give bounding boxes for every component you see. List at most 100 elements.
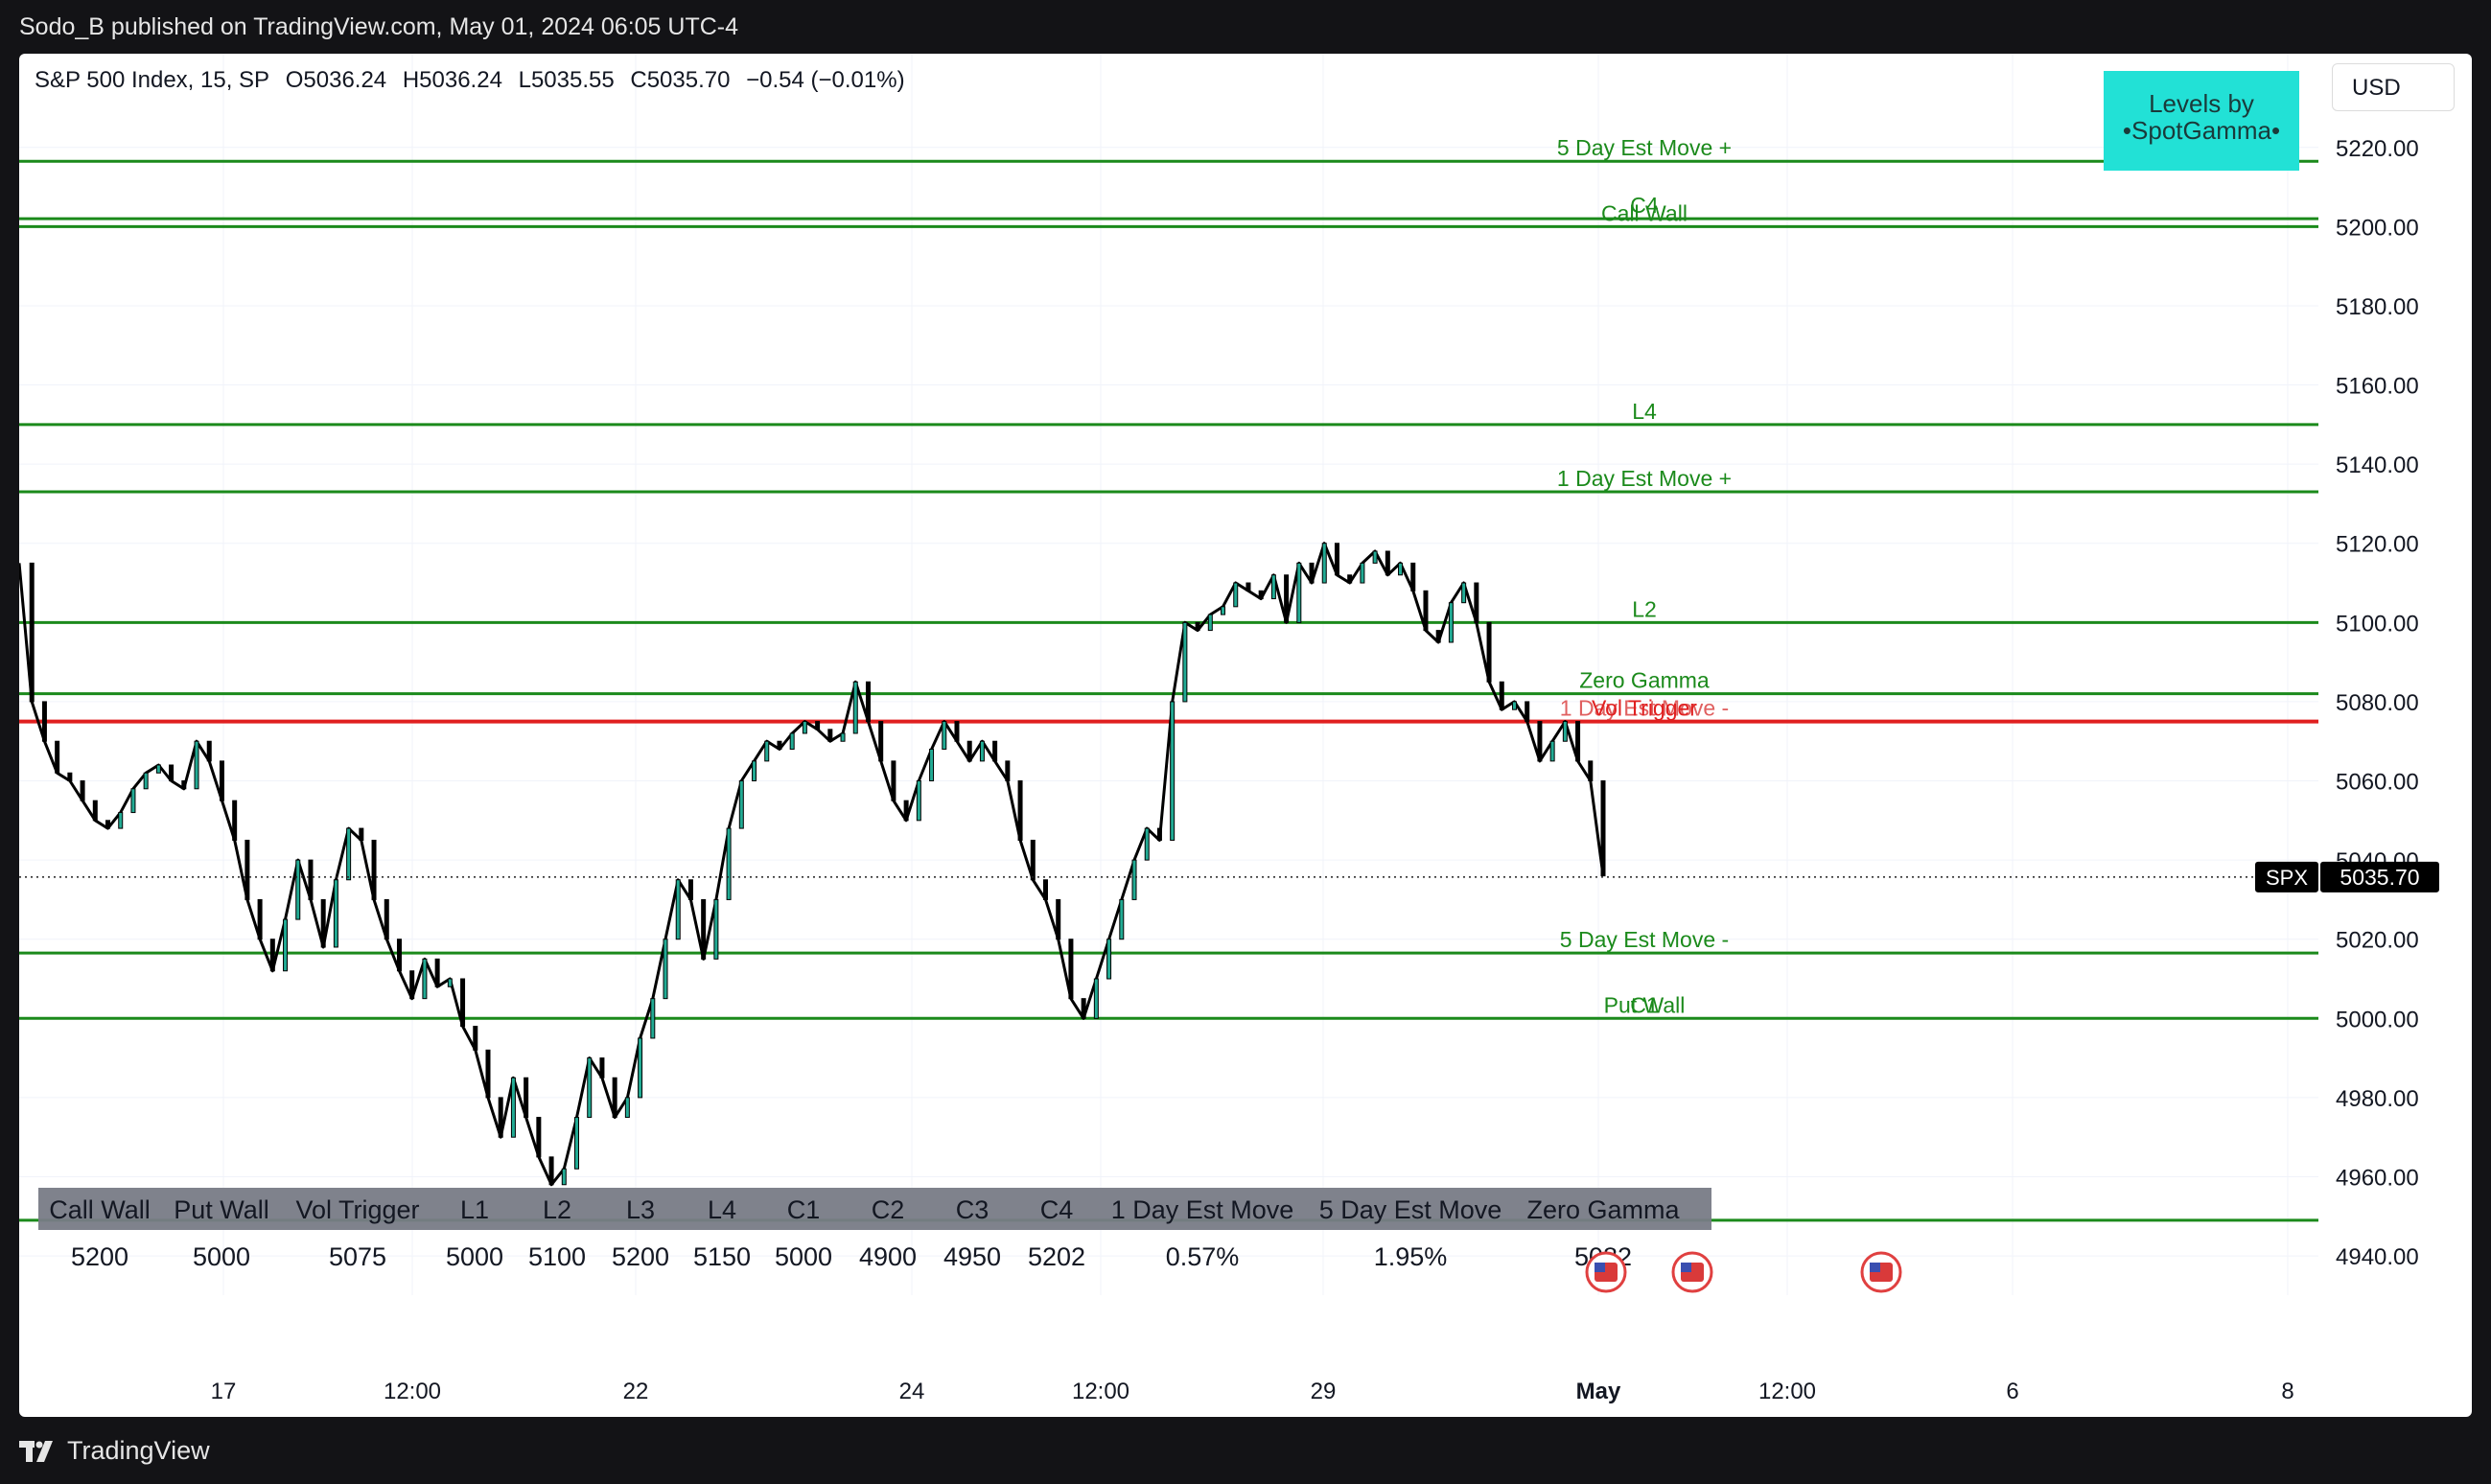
price-candle <box>1156 827 1162 841</box>
price-candle <box>638 1037 643 1099</box>
x-tick-label: 29 <box>1311 1379 1337 1404</box>
brand-line-2: •SpotGamma• <box>2122 116 2281 145</box>
price-chart[interactable]: 5220.00 5200.00 5180.00 5160.00 5140.00 5120.… <box>19 54 2472 1417</box>
price-candle <box>67 772 73 782</box>
y-tick-label: 5120.00 <box>2336 532 2419 558</box>
price-candle <box>283 918 289 972</box>
price-candle <box>409 970 415 1000</box>
price-candle <box>1119 898 1125 940</box>
symbol-tag-text: SPX <box>2266 866 2308 890</box>
table-header-cell: 1 Day Est Move <box>1111 1195 1294 1224</box>
price-candle <box>244 839 250 900</box>
price-candle <box>815 721 821 730</box>
table-header-cell: C3 <box>956 1195 989 1224</box>
price-candle <box>1270 574 1276 600</box>
x-tick-label: 12:00 <box>1758 1379 1816 1404</box>
price-candle <box>1461 582 1467 604</box>
price-candle <box>29 562 35 703</box>
table-header-cell: C4 <box>1040 1195 1074 1224</box>
x-tick-label: 6 <box>2006 1379 2018 1404</box>
level-label: Put Wall <box>1604 992 1686 1017</box>
price-candle <box>713 898 719 960</box>
level-label: 1 Day Est Move + <box>1557 466 1732 491</box>
table-header-cell: C2 <box>872 1195 905 1224</box>
y-tick-label: 5100.00 <box>2336 611 2419 637</box>
price-candle <box>1093 978 1099 1019</box>
price-candle <box>1131 859 1137 900</box>
table-value-cell: 1.95% <box>1374 1242 1448 1271</box>
brand-name: TradingView <box>67 1436 210 1465</box>
price-candle <box>966 740 972 762</box>
price-candle <box>434 958 440 987</box>
footer-bar: TradingView <box>0 1419 2491 1484</box>
price-candle <box>1511 701 1517 710</box>
price-candle <box>1246 582 1251 591</box>
ohlc-close: C5035.70 <box>630 67 731 93</box>
price-candle <box>1486 621 1492 683</box>
price-tag-bg <box>2320 861 2439 893</box>
price-candle <box>333 879 338 948</box>
level-label: C1 <box>1630 992 1658 1017</box>
y-tick-label: 4940.00 <box>2336 1244 2419 1270</box>
ohlc-open: O5036.24 <box>285 67 387 93</box>
price-candle <box>852 681 858 734</box>
x-tick-label: 24 <box>899 1379 925 1404</box>
price-candle <box>473 1026 478 1051</box>
table-header-cell: L1 <box>460 1195 489 1224</box>
x-tick-label: 12:00 <box>384 1379 441 1404</box>
price-candle <box>384 898 389 940</box>
price-candle <box>1106 939 1112 980</box>
price-candle <box>460 978 466 1028</box>
y-tick-label: 5140.00 <box>2336 452 2419 478</box>
y-tick-label: 5220.00 <box>2336 136 2419 162</box>
level-label: 5 Day Est Move - <box>1560 927 1729 952</box>
y-tick-label: 5160.00 <box>2336 374 2419 400</box>
price-candle <box>1284 574 1290 623</box>
price-change: −0.54 (−0.01%) <box>746 67 905 93</box>
spotgamma-brand-box: Levels by •SpotGamma• <box>2104 71 2299 171</box>
price-candle <box>1372 550 1378 564</box>
price-candle <box>257 898 263 940</box>
y-tick-label: 4960.00 <box>2336 1165 2419 1191</box>
table-header-cell: Put Wall <box>174 1195 269 1224</box>
level-label: 1 Day Est Move - <box>1560 696 1729 721</box>
price-candle <box>954 721 960 742</box>
price-candle <box>1423 590 1429 632</box>
price-candle <box>155 764 161 774</box>
x-tick-label: 17 <box>211 1379 237 1404</box>
level-label: L2 <box>1632 596 1657 621</box>
price-candle <box>1182 621 1188 703</box>
price-candle <box>1258 590 1264 600</box>
price-candle <box>1042 879 1048 900</box>
price-candle <box>1575 721 1581 762</box>
price-candle <box>1385 550 1390 576</box>
price-candle <box>726 827 732 900</box>
y-tick-label: 5060.00 <box>2336 770 2419 796</box>
table-value-cell: 5000 <box>775 1242 832 1271</box>
table-value-cell: 5202 <box>1028 1242 1085 1271</box>
price-candle <box>827 729 833 742</box>
price-candle <box>979 740 985 762</box>
price-candle <box>1588 760 1594 782</box>
chart-panel[interactable]: 5220.00 5200.00 5180.00 5160.00 5140.00 5120.… <box>19 54 2472 1417</box>
table-header-cell: Call Wall <box>49 1195 151 1224</box>
price-series-line <box>19 542 1605 1187</box>
price-candle <box>181 780 187 790</box>
price-candle <box>1233 582 1239 608</box>
price-candle <box>1195 621 1200 632</box>
x-tick-label: May <box>1576 1379 1621 1404</box>
price-candle <box>269 939 275 972</box>
price-candle <box>524 1077 529 1119</box>
price-candle <box>92 800 98 822</box>
currency-button[interactable]: USD <box>2332 63 2455 111</box>
price-candle <box>1321 543 1327 584</box>
level-label: Zero Gamma <box>1579 668 1710 693</box>
price-candle <box>194 740 199 790</box>
price-candle <box>1474 582 1479 623</box>
table-header-cell: L3 <box>626 1195 655 1224</box>
price-candle <box>1296 562 1302 623</box>
tradingview-brand[interactable]: TradingView <box>19 1436 210 1466</box>
price-candle <box>1600 780 1606 877</box>
table-value-cell: 0.57% <box>1166 1242 1240 1271</box>
price-candle <box>485 1049 491 1099</box>
